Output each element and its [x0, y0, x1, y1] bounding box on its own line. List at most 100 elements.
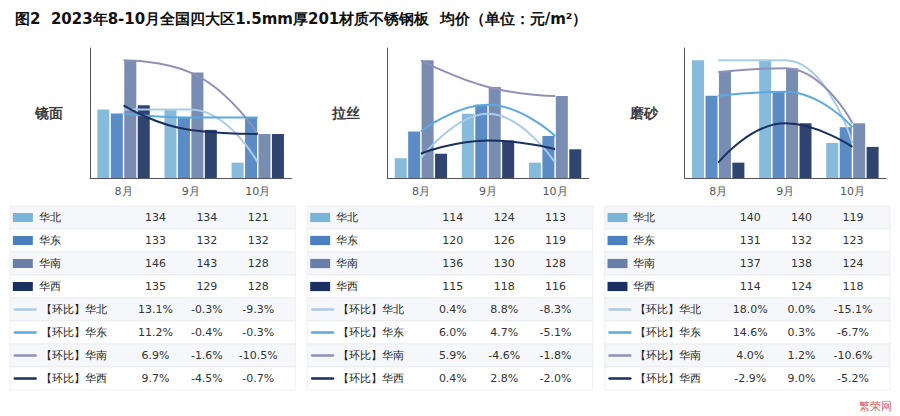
svg-text:0.0%: 0.0%	[788, 303, 816, 316]
svg-text:126: 126	[494, 234, 515, 247]
svg-text:10月: 10月	[245, 185, 270, 198]
svg-text:124: 124	[791, 280, 812, 293]
svg-text:【环比】华北: 【环比】华北	[635, 303, 701, 316]
svg-text:140: 140	[740, 211, 761, 224]
svg-text:1.2%: 1.2%	[788, 349, 816, 362]
svg-text:【环比】华东: 【环比】华东	[635, 326, 701, 339]
svg-text:4.0%: 4.0%	[736, 349, 764, 362]
svg-text:华西: 华西	[336, 280, 358, 293]
svg-text:华西: 华西	[633, 280, 655, 293]
svg-text:9月: 9月	[776, 185, 794, 198]
svg-text:5.9%: 5.9%	[439, 349, 467, 362]
svg-text:118: 118	[842, 280, 863, 293]
svg-text:-0.3%: -0.3%	[191, 303, 223, 316]
svg-text:8月: 8月	[412, 185, 430, 198]
svg-text:123: 123	[842, 234, 863, 247]
svg-text:-9.3%: -9.3%	[242, 303, 274, 316]
svg-text:2.8%: 2.8%	[490, 372, 518, 385]
svg-text:113: 113	[545, 211, 566, 224]
svg-text:130: 130	[494, 257, 515, 270]
svg-text:129: 129	[196, 280, 217, 293]
svg-text:-5.1%: -5.1%	[540, 326, 572, 339]
svg-text:6.9%: 6.9%	[142, 349, 170, 362]
svg-text:8.8%: 8.8%	[490, 303, 518, 316]
svg-text:-15.1%: -15.1%	[833, 303, 872, 316]
svg-text:132: 132	[791, 234, 812, 247]
svg-text:【环比】华南: 【环比】华南	[338, 349, 404, 362]
svg-text:119: 119	[842, 211, 863, 224]
svg-text:9.7%: 9.7%	[142, 372, 170, 385]
svg-text:繁荣网: 繁荣网	[859, 400, 892, 413]
svg-text:华南: 华南	[633, 257, 655, 270]
svg-text:135: 135	[145, 280, 166, 293]
svg-text:-0.7%: -0.7%	[242, 372, 274, 385]
svg-text:136: 136	[442, 257, 463, 270]
svg-text:4.7%: 4.7%	[490, 326, 518, 339]
svg-text:11.2%: 11.2%	[138, 326, 173, 339]
svg-text:9月: 9月	[479, 185, 497, 198]
svg-text:10月: 10月	[840, 185, 865, 198]
svg-text:6.0%: 6.0%	[439, 326, 467, 339]
svg-text:140: 140	[791, 211, 812, 224]
svg-text:128: 128	[545, 257, 566, 270]
svg-text:华东: 华东	[633, 234, 655, 247]
svg-text:8月: 8月	[115, 185, 133, 198]
svg-text:9.0%: 9.0%	[788, 372, 816, 385]
svg-text:【环比】华北: 【环比】华北	[41, 303, 107, 316]
svg-text:图2 2023年8-10月全国四大区1.5mm厚201材质: 图2 2023年8-10月全国四大区1.5mm厚201材质不锈钢板 均价（单位：…	[15, 10, 587, 28]
svg-text:-8.3%: -8.3%	[540, 303, 572, 316]
svg-text:133: 133	[145, 234, 166, 247]
svg-text:124: 124	[842, 257, 863, 270]
svg-text:116: 116	[545, 280, 566, 293]
svg-text:-4.6%: -4.6%	[488, 349, 520, 362]
svg-text:-2.0%: -2.0%	[540, 372, 572, 385]
svg-text:120: 120	[442, 234, 463, 247]
svg-text:-5.2%: -5.2%	[837, 372, 869, 385]
svg-text:9月: 9月	[182, 185, 200, 198]
svg-text:137: 137	[740, 257, 761, 270]
svg-text:8月: 8月	[709, 185, 727, 198]
svg-text:-4.5%: -4.5%	[191, 372, 223, 385]
svg-text:华北: 华北	[633, 211, 655, 224]
svg-text:【环比】华西: 【环比】华西	[635, 372, 701, 385]
svg-text:-10.6%: -10.6%	[833, 349, 872, 362]
svg-text:-0.3%: -0.3%	[242, 326, 274, 339]
svg-text:0.4%: 0.4%	[439, 303, 467, 316]
svg-text:124: 124	[494, 211, 515, 224]
svg-text:-0.4%: -0.4%	[191, 326, 223, 339]
svg-text:121: 121	[248, 211, 269, 224]
svg-text:拉丝: 拉丝	[331, 105, 360, 121]
svg-text:143: 143	[196, 257, 217, 270]
svg-text:13.1%: 13.1%	[138, 303, 173, 316]
svg-text:114: 114	[740, 280, 761, 293]
svg-text:14.6%: 14.6%	[733, 326, 768, 339]
svg-text:0.3%: 0.3%	[788, 326, 816, 339]
svg-text:114: 114	[442, 211, 463, 224]
svg-text:磨砂: 磨砂	[629, 105, 659, 121]
svg-text:-1.8%: -1.8%	[540, 349, 572, 362]
svg-text:115: 115	[442, 280, 463, 293]
svg-text:【环比】华南: 【环比】华南	[41, 349, 107, 362]
svg-text:134: 134	[145, 211, 166, 224]
svg-text:119: 119	[545, 234, 566, 247]
svg-text:132: 132	[196, 234, 217, 247]
svg-text:0.4%: 0.4%	[439, 372, 467, 385]
svg-text:【环比】华东: 【环比】华东	[338, 326, 404, 339]
svg-text:华南: 华南	[39, 257, 61, 270]
svg-text:-2.9%: -2.9%	[734, 372, 766, 385]
svg-text:146: 146	[145, 257, 166, 270]
svg-text:【环比】华西: 【环比】华西	[41, 372, 107, 385]
svg-text:-1.6%: -1.6%	[191, 349, 223, 362]
svg-text:华南: 华南	[336, 257, 358, 270]
svg-text:138: 138	[791, 257, 812, 270]
svg-text:【环比】华北: 【环比】华北	[338, 303, 404, 316]
svg-text:【环比】华西: 【环比】华西	[338, 372, 404, 385]
svg-text:镜面: 镜面	[34, 105, 63, 121]
svg-text:华西: 华西	[39, 280, 61, 293]
svg-text:18.0%: 18.0%	[733, 303, 768, 316]
svg-text:华北: 华北	[39, 211, 61, 224]
svg-text:118: 118	[494, 280, 515, 293]
svg-text:132: 132	[248, 234, 269, 247]
svg-text:-10.5%: -10.5%	[239, 349, 278, 362]
svg-text:128: 128	[248, 257, 269, 270]
